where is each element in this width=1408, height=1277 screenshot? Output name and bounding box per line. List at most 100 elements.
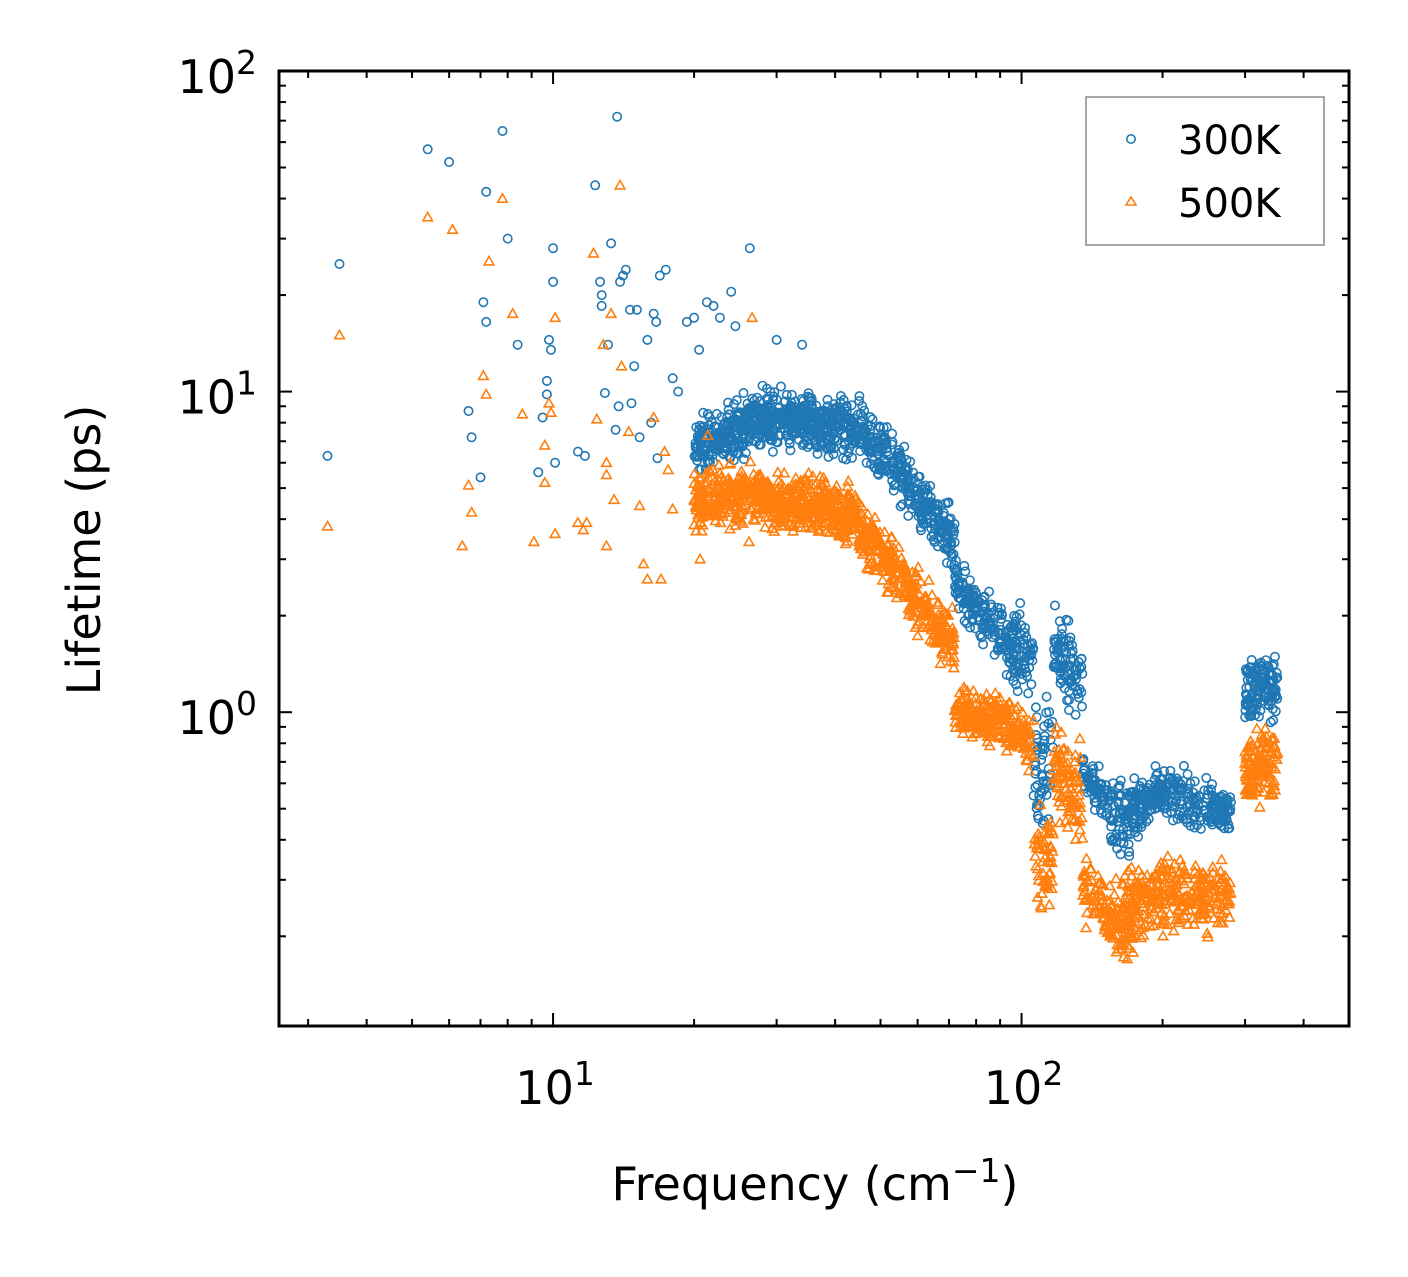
data-point-500k	[1257, 746, 1270, 758]
data-point-300k	[765, 386, 776, 397]
plot-frame	[277, 69, 1351, 1028]
data-point-300k	[1057, 623, 1068, 634]
data-point-500k	[577, 523, 590, 535]
data-point-500k	[1195, 870, 1208, 882]
data-point-300k	[1000, 626, 1011, 637]
data-point-500k	[759, 487, 773, 499]
data-point-300k	[978, 601, 989, 612]
data-point-300k	[1265, 717, 1276, 728]
data-point-500k	[903, 591, 916, 602]
data-point-300k	[952, 588, 963, 599]
data-point-300k	[901, 454, 912, 465]
data-point-300k	[1118, 824, 1129, 835]
data-point-500k	[908, 601, 921, 613]
data-point-300k	[1188, 787, 1199, 798]
data-point-300k	[698, 407, 709, 418]
data-point-500k	[696, 510, 709, 522]
data-point-300k	[1225, 806, 1236, 817]
data-point-300k	[1058, 642, 1069, 653]
data-point-500k	[1111, 901, 1124, 913]
data-point-300k	[1266, 687, 1277, 698]
data-point-500k	[1188, 895, 1202, 907]
data-point-500k	[983, 739, 996, 751]
data-point-500k	[571, 516, 585, 528]
data-point-300k	[689, 312, 700, 323]
data-point-500k	[925, 588, 939, 600]
data-point-500k	[1091, 869, 1105, 881]
data-point-500k	[1123, 901, 1137, 913]
data-point-500k	[1137, 929, 1150, 940]
data-point-300k	[1135, 816, 1146, 827]
data-point-300k	[1063, 640, 1074, 651]
data-point-500k	[1092, 888, 1105, 900]
data-point-500k	[1009, 723, 1023, 735]
data-point-300k	[738, 454, 749, 465]
data-point-300k	[1030, 702, 1041, 713]
data-point-300k	[730, 415, 741, 426]
data-point-300k	[1256, 660, 1267, 671]
data-point-500k	[1111, 922, 1125, 933]
data-point-500k	[1043, 866, 1057, 878]
data-point-500k	[738, 484, 752, 495]
data-point-300k	[1125, 829, 1136, 840]
data-point-500k	[1169, 872, 1183, 884]
data-point-300k	[794, 412, 805, 423]
data-point-500k	[1072, 775, 1086, 787]
data-point-300k	[928, 528, 939, 539]
data-point-500k	[1244, 772, 1258, 784]
data-point-300k	[1057, 652, 1068, 663]
data-point-500k	[1129, 889, 1142, 900]
data-point-500k	[1016, 706, 1029, 717]
data-point-300k	[840, 417, 851, 428]
data-point-500k	[698, 476, 711, 488]
data-point-500k	[1080, 906, 1094, 918]
data-point-300k	[1093, 761, 1104, 772]
data-point-300k	[694, 420, 705, 431]
data-point-300k	[1020, 622, 1031, 633]
data-point-500k	[506, 307, 519, 319]
data-point-300k	[550, 457, 561, 468]
data-point-500k	[701, 501, 715, 513]
data-point-500k	[538, 476, 551, 488]
data-point-300k	[1111, 829, 1122, 840]
data-point-300k	[881, 438, 892, 449]
data-point-500k	[901, 582, 914, 594]
data-point-300k	[1162, 777, 1173, 788]
data-point-300k	[1126, 786, 1137, 797]
data-point-500k	[824, 503, 837, 515]
data-point-500k	[869, 522, 882, 534]
data-point-500k	[1019, 728, 1032, 740]
data-point-500k	[772, 475, 785, 487]
data-point-500k	[852, 532, 866, 544]
data-point-500k	[977, 722, 990, 733]
data-point-300k	[654, 270, 665, 281]
data-point-500k	[1076, 831, 1089, 843]
data-point-300k	[893, 447, 904, 458]
data-point-300k	[878, 422, 889, 433]
data-point-500k	[841, 534, 855, 546]
data-point-500k	[548, 527, 562, 539]
data-point-300k	[722, 397, 733, 408]
data-point-500k	[527, 535, 541, 547]
data-point-500k	[1061, 744, 1074, 756]
data-point-300k	[463, 405, 474, 416]
data-point-300k	[1018, 656, 1029, 667]
data-point-500k	[807, 491, 820, 503]
data-point-300k	[634, 432, 645, 443]
data-point-500k	[1027, 750, 1040, 761]
data-point-500k	[1220, 894, 1233, 906]
data-point-500k	[745, 311, 759, 323]
data-point-500k	[730, 509, 743, 521]
data-point-300k	[935, 518, 946, 529]
data-point-500k	[984, 723, 997, 735]
data-point-500k	[1172, 912, 1186, 924]
data-point-300k	[784, 434, 795, 445]
data-point-500k	[934, 657, 947, 669]
data-point-500k	[1026, 739, 1039, 751]
data-point-500k	[1192, 907, 1206, 919]
data-point-300k	[943, 514, 954, 525]
data-point-500k	[859, 521, 873, 533]
data-point-300k	[864, 445, 875, 456]
data-point-500k	[759, 502, 773, 514]
data-point-500k	[951, 697, 964, 709]
